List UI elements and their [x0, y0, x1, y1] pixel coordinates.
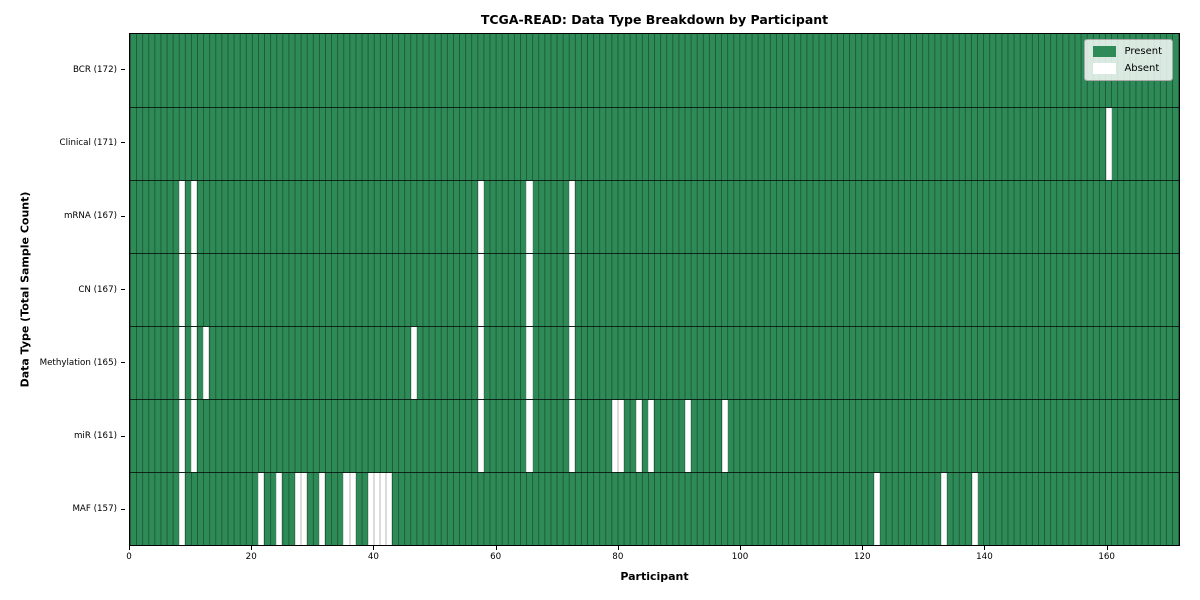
absent-bar [367, 473, 374, 545]
y-tick-mark [121, 289, 125, 290]
row-Methylation [130, 326, 1179, 399]
absent-bar [941, 473, 948, 545]
x-tick-mark [617, 546, 619, 550]
x-tick-label: 100 [731, 552, 749, 562]
absent-bar [178, 473, 185, 545]
y-tick-label: CN (167) [78, 284, 117, 295]
absent-bar [319, 473, 326, 545]
y-tick-label: mRNA (167) [63, 211, 117, 222]
x-tick-label: 140 [976, 552, 993, 562]
x-tick-label: 20 [245, 552, 257, 562]
x-axis: 0 20 40 60 80 100 120 140 160 [126, 546, 1180, 576]
x-tick-label: 60 [490, 552, 502, 562]
absent-bar [569, 400, 576, 472]
row-miR [130, 399, 1179, 472]
absent-bar [410, 327, 417, 399]
chart-title: TCGA-READ: Data Type Breakdown by Partic… [480, 12, 829, 27]
absent-bar [386, 473, 393, 545]
absent-bar [526, 254, 533, 326]
absent-bar [178, 254, 185, 326]
absent-bar [300, 473, 307, 545]
y-tick-mark [121, 215, 125, 217]
x-tick-label: 120 [853, 552, 871, 562]
absent-bar [190, 400, 198, 472]
absent-bar [971, 473, 978, 545]
absent-bar [477, 181, 484, 253]
absent-bar [526, 181, 533, 253]
absent-bar [526, 400, 533, 472]
y-tick-mark [121, 142, 125, 144]
absent-bar [349, 473, 356, 545]
absent-bar [190, 181, 198, 253]
y-tick-mark [121, 435, 125, 437]
absent-bar [477, 254, 484, 326]
absent-bar [569, 254, 576, 326]
absent-bar [178, 400, 185, 472]
row-Clinical [130, 107, 1179, 180]
absent-bar [874, 473, 881, 545]
y-tick-label: miR (161) [73, 431, 117, 442]
x-tick-mark [1106, 546, 1108, 550]
x-tick-mark [373, 546, 375, 550]
x-tick-mark [129, 546, 130, 550]
y-tick-mark [121, 69, 125, 71]
x-tick-label: 160 [1098, 552, 1115, 562]
row-mRNA [130, 180, 1179, 253]
absent-bar [178, 181, 185, 253]
x-tick-label: 0 [126, 552, 132, 562]
row-MAF [130, 472, 1179, 545]
absent-bar [569, 181, 576, 253]
row-BCR [130, 34, 1179, 107]
absent-bar [569, 327, 576, 399]
y-tick-mark [121, 362, 125, 364]
absent-bar [477, 400, 484, 472]
absent-bar [636, 400, 643, 472]
absent-bar [178, 327, 185, 399]
absent-bar [203, 327, 210, 399]
y-tick-label: Methylation (165) [39, 357, 117, 368]
absent-bar [611, 400, 618, 472]
absent-bar [373, 473, 381, 545]
absent-bar [1105, 108, 1112, 180]
y-tick-mark [121, 508, 125, 510]
x-tick-mark [495, 546, 497, 550]
legend-entry-present: Present [1093, 46, 1162, 57]
x-tick-mark [740, 546, 742, 550]
absent-bar [477, 327, 484, 399]
absent-bar [684, 400, 692, 472]
y-axis-tick-labels: BCR (172) Clinical (171) mRNA (167) CN (167… [0, 33, 127, 546]
absent-bar [294, 473, 301, 545]
absent-bar [380, 473, 387, 545]
y-tick-label: MAF (157) [72, 504, 117, 515]
plot-area: Present Absent [129, 33, 1180, 546]
present-swatch [1093, 46, 1117, 57]
x-tick-label: 80 [612, 552, 624, 562]
x-tick-label: 40 [367, 552, 379, 562]
legend-absent-label: Absent [1124, 63, 1160, 74]
absent-bar [721, 400, 728, 472]
absent-bar [526, 327, 533, 399]
legend-entry-absent: Absent [1093, 63, 1162, 74]
absent-bar [190, 254, 198, 326]
absent-swatch [1093, 63, 1117, 74]
y-tick-label: BCR (172) [72, 64, 117, 75]
absent-bar [343, 473, 350, 545]
x-tick-mark [862, 546, 864, 550]
x-tick-mark [251, 546, 253, 550]
legend: Present Absent [1084, 39, 1173, 81]
x-axis-label: Participant [620, 570, 689, 583]
absent-bar [617, 400, 624, 472]
absent-bar [190, 327, 198, 399]
absent-bar [276, 473, 283, 545]
x-tick-mark [984, 546, 986, 550]
y-tick-label: Clinical (171) [59, 137, 117, 148]
legend-present-label: Present [1124, 46, 1162, 57]
absent-bar [258, 473, 265, 545]
row-CN [130, 253, 1179, 326]
absent-bar [648, 400, 655, 472]
